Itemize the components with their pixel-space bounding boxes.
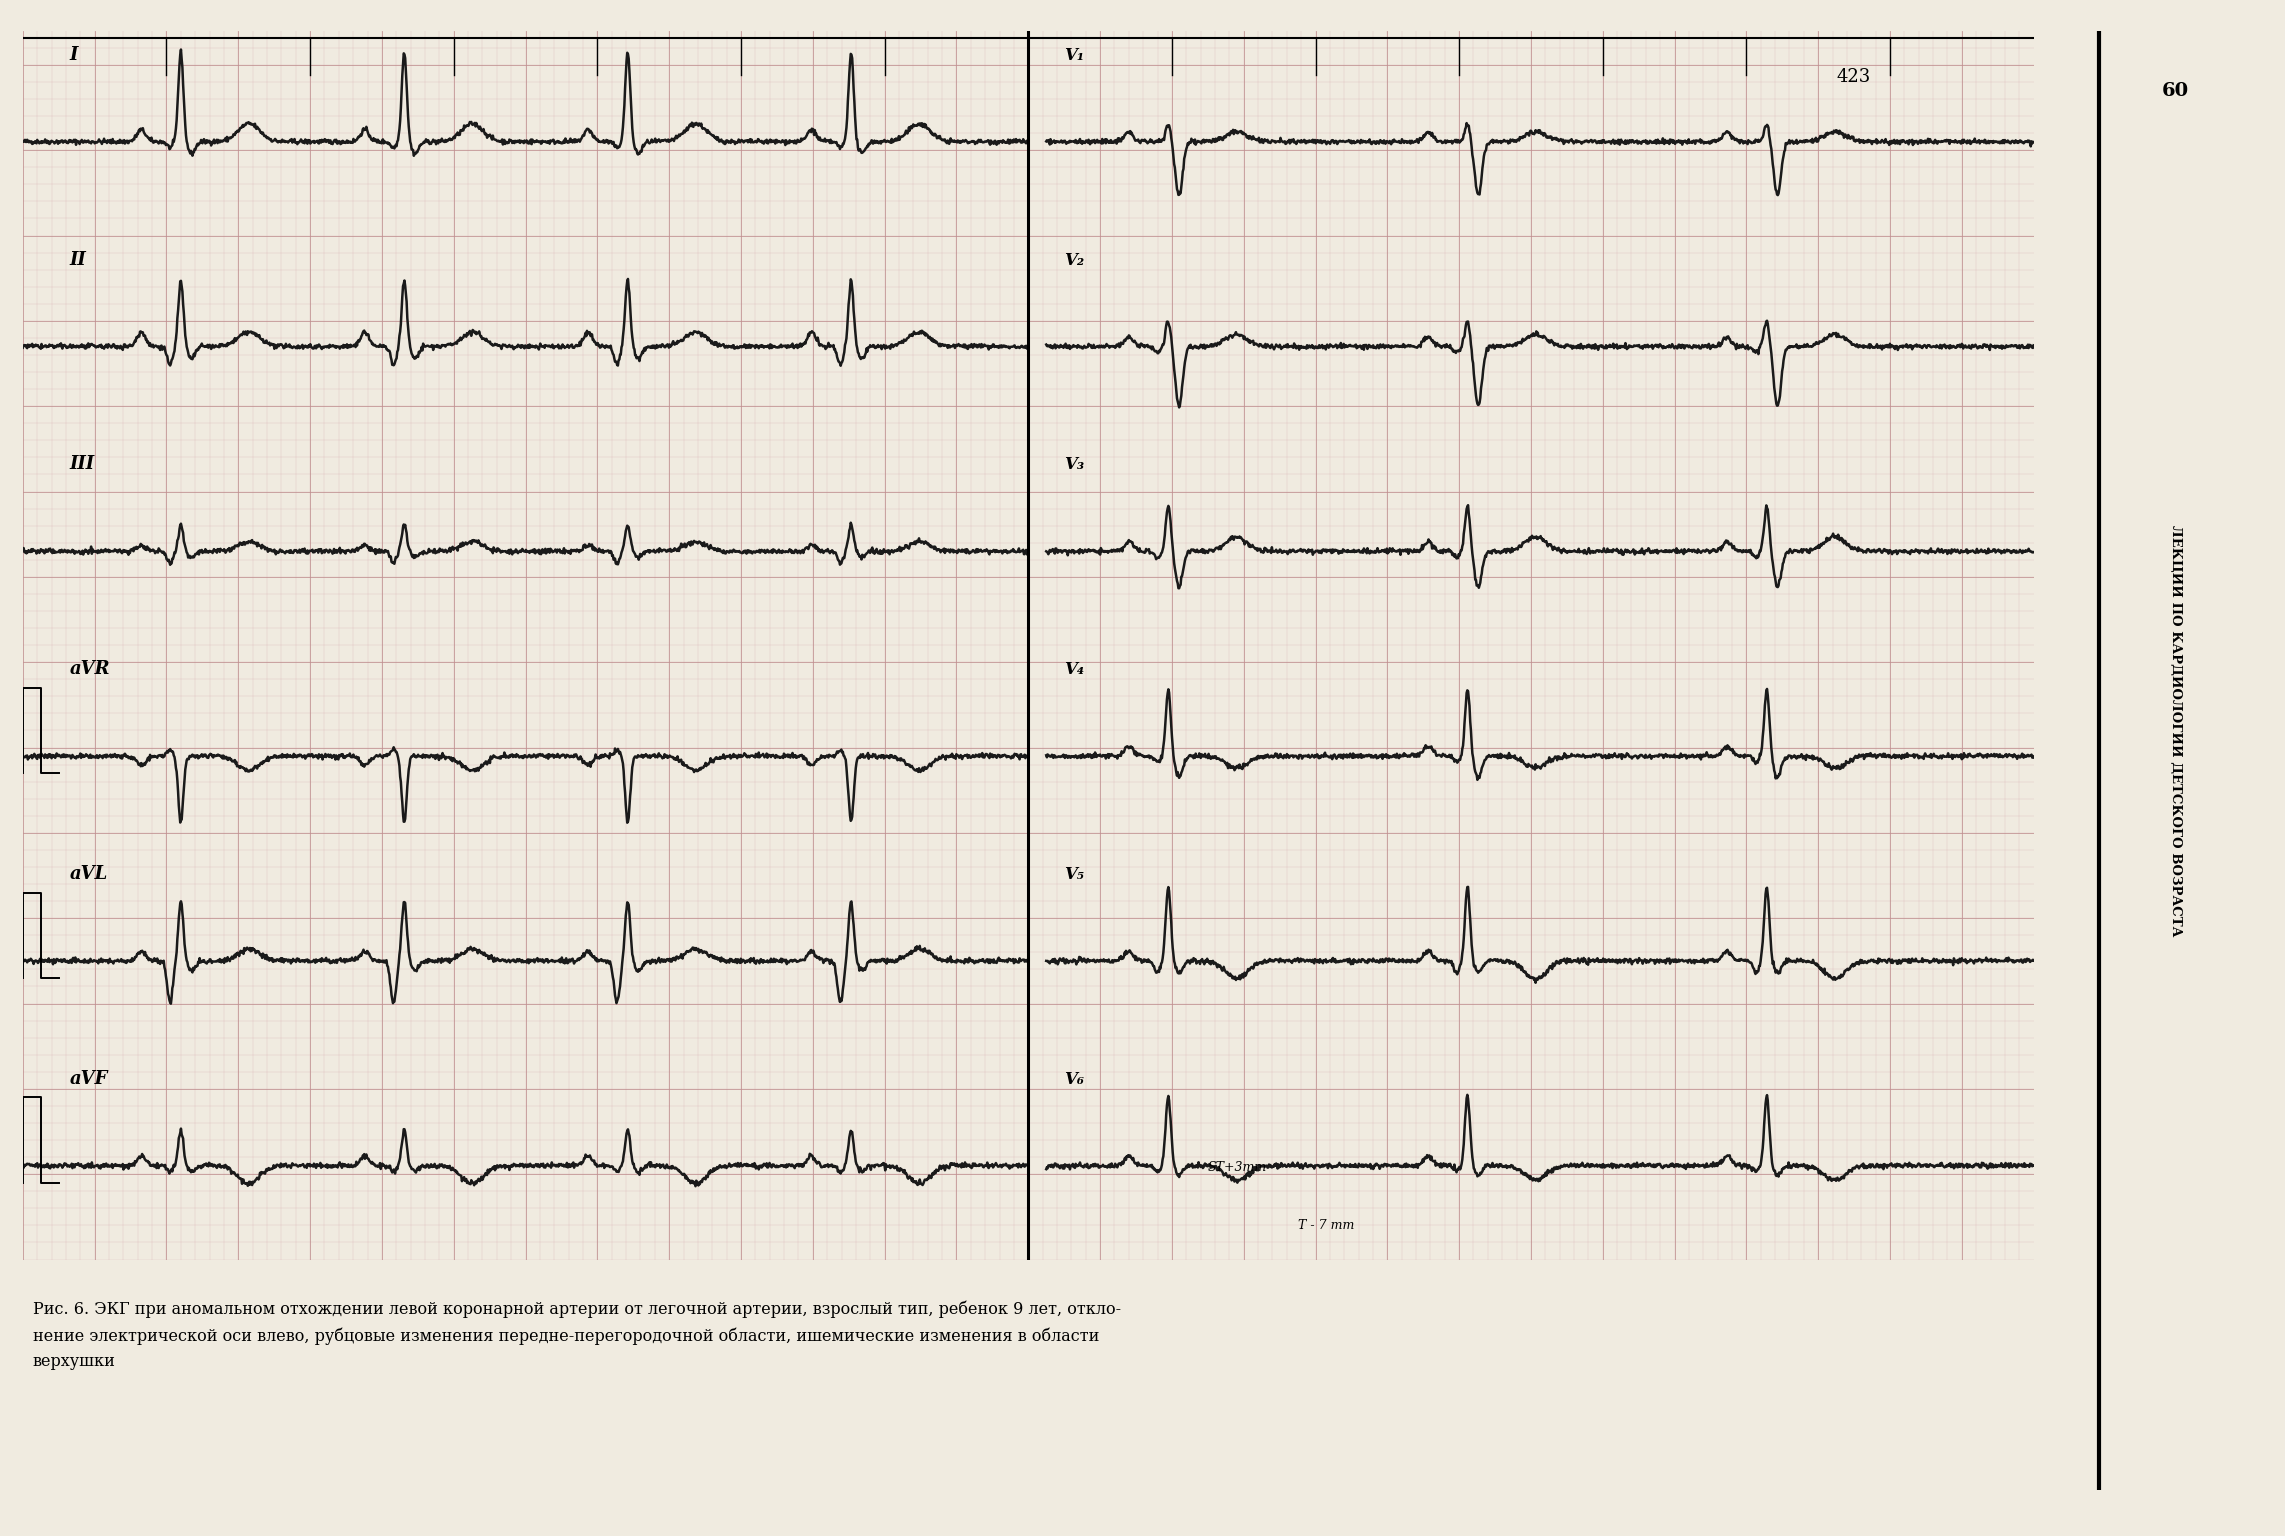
Text: ЛЕКЦИИ ПО КАРДИОЛОГИИ ДЕТСКОГО ВОЗРАСТА: ЛЕКЦИИ ПО КАРДИОЛОГИИ ДЕТСКОГО ВОЗРАСТА: [2168, 525, 2182, 937]
Text: ST+3mm: ST+3mm: [1209, 1161, 1268, 1174]
Text: aVF: aVF: [69, 1069, 107, 1087]
Text: T - 7 mm: T - 7 mm: [1298, 1218, 1355, 1232]
Text: II: II: [69, 250, 87, 269]
Text: V₂: V₂: [1065, 252, 1085, 269]
Text: V₃: V₃: [1065, 456, 1085, 473]
Text: 60: 60: [2162, 81, 2189, 100]
Text: V₅: V₅: [1065, 866, 1085, 883]
Text: aVR: aVR: [69, 660, 110, 677]
Text: I: I: [69, 46, 78, 63]
Text: 423: 423: [1837, 68, 1871, 86]
Text: aVL: aVL: [69, 865, 107, 883]
Text: Рис. 6. ЭКГ при аномальном отхождении левой коронарной артерии от легочной артер: Рис. 6. ЭКГ при аномальном отхождении ле…: [32, 1301, 1122, 1370]
Text: V₁: V₁: [1065, 46, 1085, 63]
Text: V₄: V₄: [1065, 660, 1085, 677]
Text: III: III: [69, 455, 94, 473]
Text: V₆: V₆: [1065, 1071, 1085, 1087]
